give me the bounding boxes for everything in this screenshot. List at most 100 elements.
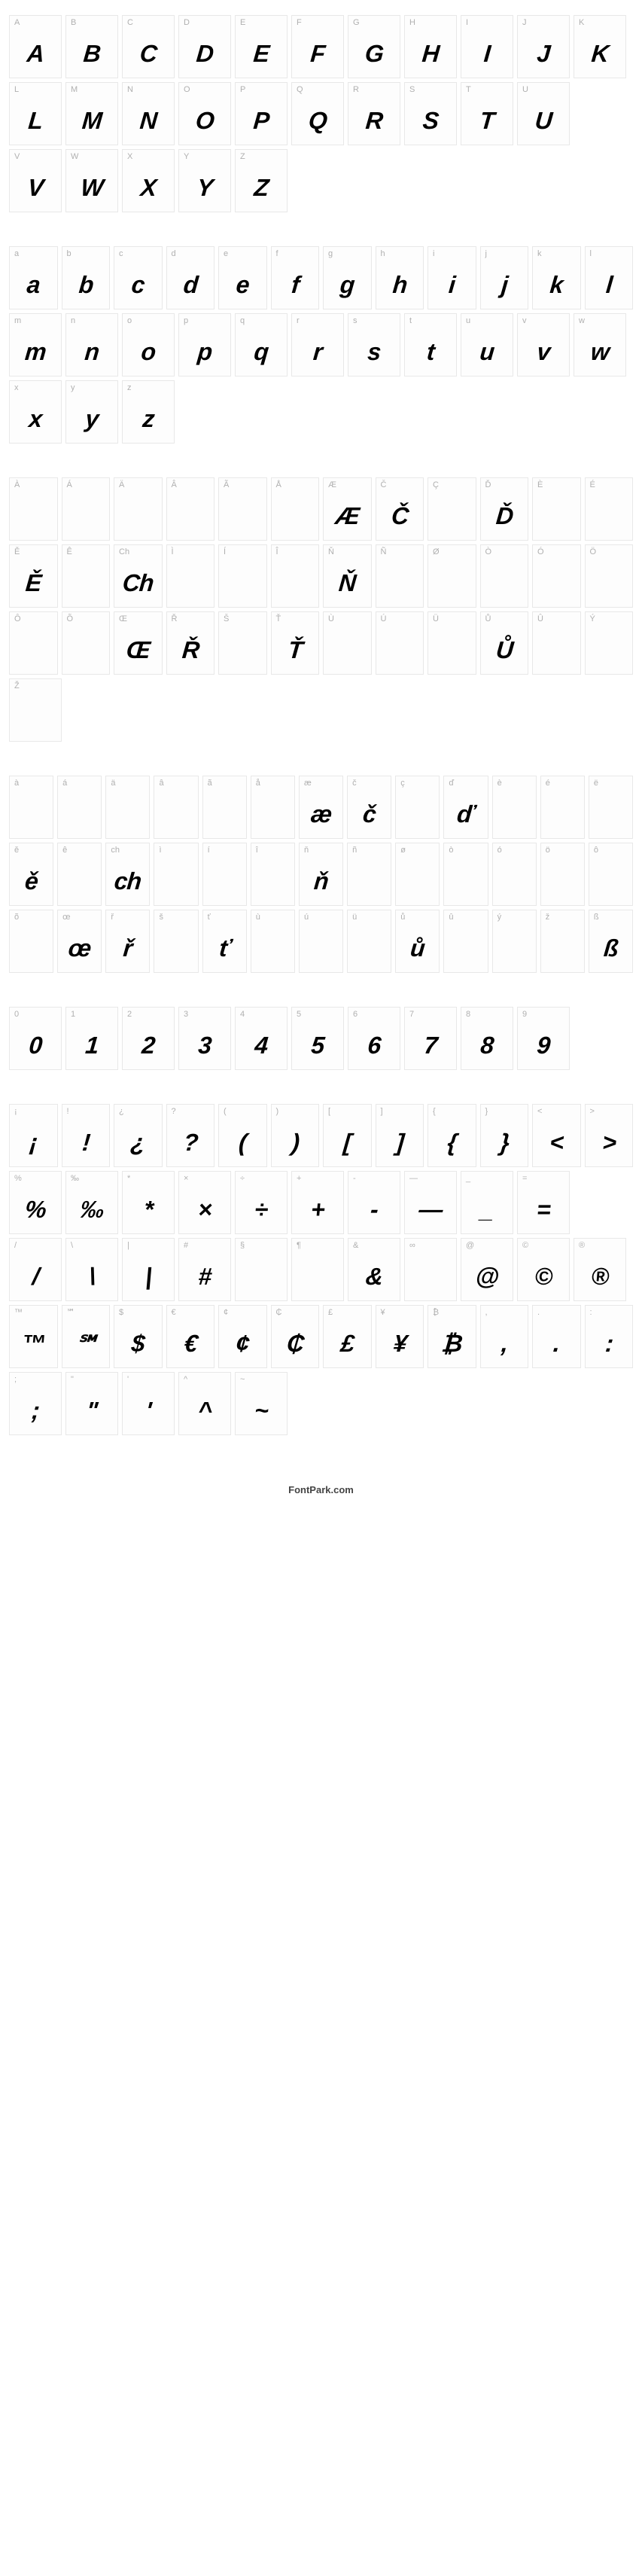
glyph-cell: š· [154,910,198,973]
glyph-render: · [60,626,111,674]
glyph-cell: UU [517,82,570,145]
glyph-render: " [64,1387,120,1434]
glyph-label: Ö [586,545,633,559]
glyph-label: C [123,16,174,30]
glyph-cell: DD [178,15,231,78]
glyph-render: . [531,1320,582,1367]
glyph-label: v [518,314,569,328]
glyph-cell: ŤŤ [271,611,320,675]
glyph-label: Y [179,150,230,164]
glyph-label: ¥ [376,1306,424,1320]
glyph-label: $ [114,1306,162,1320]
glyph-label: V [10,150,61,164]
glyph-render: Z [233,164,289,212]
glyph-label: Ď [481,478,528,492]
glyph-section: à·á·ä·â·ã·å·ææččç·ďďè·é·ë·ěěê·chchì·í·î·… [9,776,633,977]
glyph-label: [ [324,1105,371,1119]
glyph-render: 5 [290,1022,345,1069]
glyph-render: · [587,858,634,905]
glyph-render: ě [8,858,55,905]
glyph-render: · [394,791,441,838]
glyph-label: î [251,843,294,858]
glyph-cell: pp [178,313,231,376]
glyph-label: ú [300,910,342,925]
glyph-cell: ü· [347,910,391,973]
glyph-render: · [539,791,586,838]
glyph-render: , [479,1320,530,1367]
glyph-cell: ¢¢ [218,1305,267,1368]
glyph-label: ø [396,843,439,858]
glyph-render: D [177,30,233,78]
glyph-cell: ã· [202,776,247,839]
glyph-label: d [167,247,215,261]
glyph-render: · [8,694,63,741]
glyph-cell: 88 [461,1007,513,1070]
glyph-label: Ã [219,478,266,492]
glyph-render: · [583,626,634,674]
glyph-row: ¡¡!!¿¿??(())[[]]{{}}<<>> [9,1104,633,1167]
glyph-render: · [60,559,111,607]
glyph-cell: Ö· [585,544,634,608]
glyph-render: Ů [479,626,530,674]
glyph-render: : [583,1320,634,1367]
glyph-label: , [481,1306,528,1320]
glyph-label: i [428,247,476,261]
glyph-render: · [8,626,59,674]
glyph-render: / [8,1253,63,1300]
glyph-label: U [518,83,569,97]
glyph-label: & [348,1239,400,1253]
glyph-cell: Ì· [166,544,215,608]
glyph-render: d [165,261,216,309]
glyph-cell: é· [540,776,585,839]
glyph-label: o [123,314,174,328]
glyph-section: ¡¡!!¿¿??(())[[]]{{}}<<>>%%‰‰**××÷÷++--——… [9,1104,633,1439]
glyph-label: p [179,314,230,328]
glyph-label: - [348,1172,400,1186]
glyph-label: / [10,1239,61,1253]
glyph-label: ì [154,843,197,858]
glyph-label: Ó [533,545,580,559]
glyph-cell: ‰‰ [65,1171,118,1234]
glyph-cell: $$ [114,1305,163,1368]
glyph-label: 8 [461,1008,513,1022]
glyph-render: · [8,791,55,838]
glyph-cell: 44 [235,1007,288,1070]
glyph-label: ! [62,1105,110,1119]
glyph-render: U [516,97,571,145]
glyph-cell: II [461,15,513,78]
glyph-cell: zz [122,380,175,444]
glyph-render: © [516,1253,571,1300]
glyph-cell: '' [122,1372,175,1435]
glyph-render: ÷ [233,1186,289,1233]
glyph-cell: cc [114,246,163,309]
glyph-render: ¿ [112,1119,163,1166]
glyph-cell: Ù· [323,611,372,675]
glyph-render: Ň [321,559,373,607]
glyph-cell: 66 [348,1007,400,1070]
glyph-render: c [112,261,163,309]
glyph-label: Á [62,478,110,492]
glyph-label: š [154,910,197,925]
glyph-render: · [217,559,268,607]
glyph-render: · [443,925,490,972]
glyph-label: Š [219,612,266,626]
glyph-cell: ℠℠ [62,1305,111,1368]
glyph-label: ě [10,843,53,858]
glyph-label: Ñ [376,545,424,559]
glyph-render: · [531,559,582,607]
glyph-cell: É· [585,477,634,541]
glyph-cell: JJ [517,15,570,78]
glyph-cell: ®® [574,1238,626,1301]
glyph-cell: ö· [540,843,585,906]
glyph-label: a [10,247,57,261]
glyph-section: aabbccddeeffgghhiijjkkllmmnnooppqqrrsstt… [9,246,633,447]
glyph-label: é [541,776,584,791]
glyph-cell: ¶· [291,1238,344,1301]
glyph-cell: ç· [395,776,440,839]
glyph-render: ~ [233,1387,289,1434]
glyph-cell: 22 [122,1007,175,1070]
glyph-render: 7 [403,1022,458,1069]
glyph-render: s [346,328,402,376]
glyph-render: K [572,30,628,78]
glyph-render: X [120,164,176,212]
